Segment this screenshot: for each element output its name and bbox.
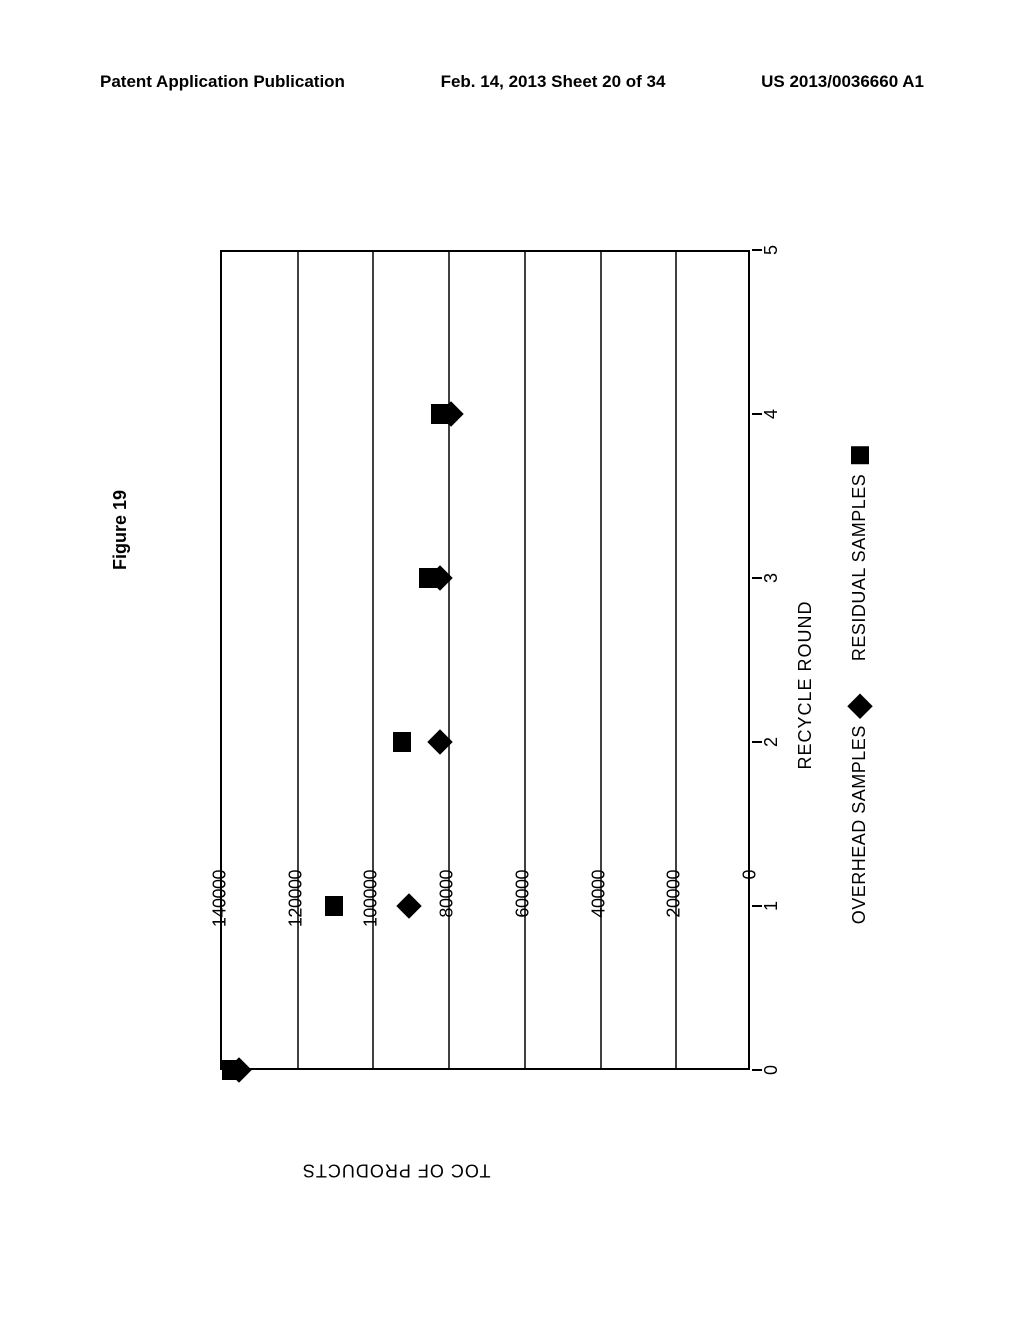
legend-overhead-label: OVERHEAD SAMPLES <box>849 725 870 924</box>
data-point-residual <box>431 404 449 424</box>
data-point-residual <box>325 896 343 916</box>
chart-inner: TOC OF PRODUCTS RECYCLE ROUND OVERHEAD S… <box>200 170 890 1200</box>
header-right: US 2013/0036660 A1 <box>761 72 924 92</box>
x-tick-label: 0 <box>761 1065 782 1075</box>
y-tick-label: 40000 <box>588 870 609 1070</box>
x-tick-label: 5 <box>761 245 782 255</box>
x-tick-label: 2 <box>761 737 782 747</box>
figure-area: Figure 19 TOC OF PRODUCTS RECYCLE ROUND … <box>140 170 890 1200</box>
y-tick-label: 20000 <box>664 870 685 1070</box>
x-tick-label: 1 <box>761 901 782 911</box>
y-tick-label: 80000 <box>437 870 458 1070</box>
data-point-residual <box>393 732 411 752</box>
y-tick-label: 0 <box>740 870 761 1070</box>
legend-item-residual: RESIDUAL SAMPLES <box>849 446 870 661</box>
legend-item-overhead: OVERHEAD SAMPLES <box>849 697 870 924</box>
y-tick-label: 60000 <box>512 870 533 1070</box>
x-tick-label: 4 <box>761 409 782 419</box>
page-header: Patent Application Publication Feb. 14, … <box>0 72 1024 92</box>
chart-container: TOC OF PRODUCTS RECYCLE ROUND OVERHEAD S… <box>30 340 1024 1030</box>
header-center: Feb. 14, 2013 Sheet 20 of 34 <box>441 72 666 92</box>
data-point-residual <box>419 568 437 588</box>
diamond-icon <box>847 693 872 718</box>
y-axis-title: TOC OF PRODUCTS <box>302 1160 491 1181</box>
y-tick-label: 140000 <box>210 870 231 1070</box>
x-tick-label: 3 <box>761 573 782 583</box>
y-tick-label: 120000 <box>285 870 306 1070</box>
header-left: Patent Application Publication <box>100 72 345 92</box>
legend-residual-label: RESIDUAL SAMPLES <box>849 474 870 661</box>
chart-legend: OVERHEAD SAMPLES RESIDUAL SAMPLES <box>849 446 870 924</box>
x-axis-title: RECYCLE ROUND <box>795 600 816 769</box>
y-tick-label: 100000 <box>361 870 382 1070</box>
square-icon <box>851 446 869 464</box>
data-point-residual <box>222 1060 240 1080</box>
